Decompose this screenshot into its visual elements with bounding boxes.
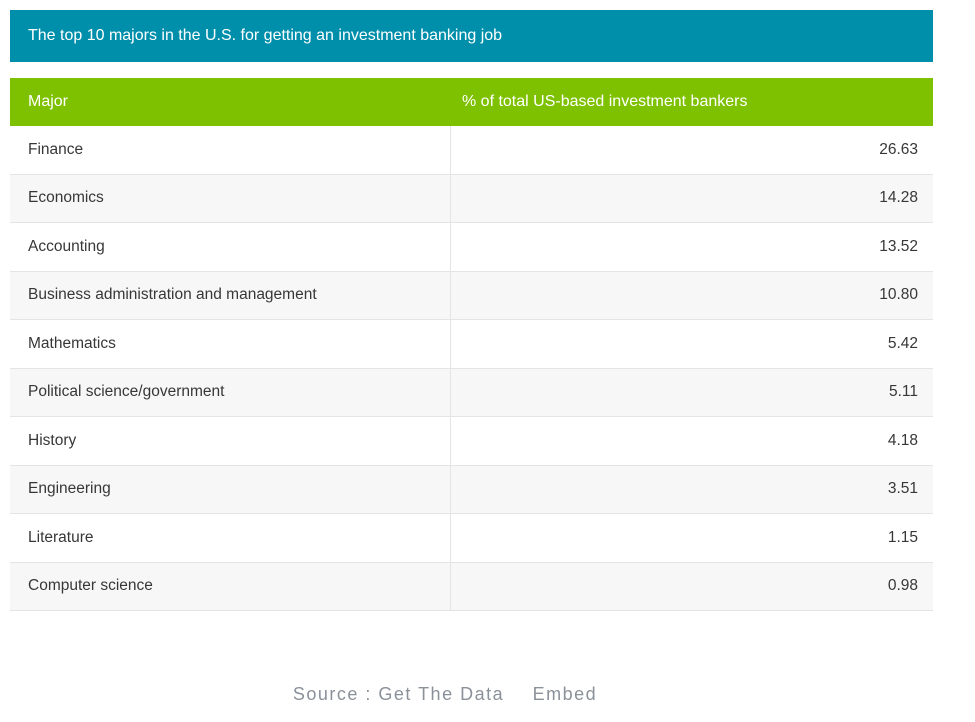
column-header-major: Major	[10, 78, 450, 126]
major-cell: Political science/government	[28, 383, 225, 401]
table-row: Engineering 3.51	[10, 465, 933, 514]
major-cell: Business administration and management	[28, 286, 317, 304]
value-cell: 14.28	[450, 174, 933, 222]
major-cell: Economics	[28, 189, 104, 207]
value-cell: 0.98	[450, 562, 933, 610]
major-cell: Mathematics	[28, 334, 116, 352]
footer: Source : Get The Data Embed	[10, 684, 880, 705]
source-label: Source :	[292, 684, 372, 704]
column-header-major-label: Major	[28, 93, 69, 110]
major-cell: Literature	[28, 528, 94, 546]
major-cell: Engineering	[28, 480, 111, 498]
major-cell: History	[28, 431, 77, 449]
column-header-percent-label: % of total US-based investment bankers	[462, 93, 748, 110]
value-cell: 4.18	[450, 417, 933, 465]
column-header-percent: % of total US-based investment bankers	[450, 78, 933, 126]
value-cell: 1.15	[450, 514, 933, 562]
major-cell: Computer science	[28, 577, 153, 595]
value-cell: 10.80	[450, 271, 933, 319]
table-row: History 4.18	[10, 417, 933, 466]
table-row: Finance 26.63	[10, 126, 933, 175]
get-the-data-link[interactable]: Get The Data	[378, 684, 505, 704]
table-row: Economics 14.28	[10, 174, 933, 223]
value-cell: 5.11	[450, 368, 933, 416]
table-row: Mathematics 5.42	[10, 320, 933, 369]
value-cell: 13.52	[450, 223, 933, 271]
value-cell: 3.51	[450, 465, 933, 513]
chart-embed: The top 10 majors in the U.S. for gettin…	[10, 10, 933, 611]
major-cell: Accounting	[28, 237, 105, 255]
value-cell: 5.42	[450, 320, 933, 368]
table-body: Finance 26.63 Economics 14.28 Accounting…	[10, 126, 933, 611]
value-cell: 26.63	[450, 126, 933, 174]
title-banner: The top 10 majors in the U.S. for gettin…	[10, 10, 933, 62]
table-row: Computer science 0.98	[10, 562, 933, 611]
embed-link[interactable]: Embed	[532, 684, 598, 704]
chart-title: The top 10 majors in the U.S. for gettin…	[28, 27, 503, 44]
table-header-row: Major % of total US-based investment ban…	[10, 78, 933, 126]
major-cell: Finance	[28, 140, 84, 158]
table-row: Accounting 13.52	[10, 223, 933, 272]
table-row: Business administration and management 1…	[10, 271, 933, 320]
table-row: Political science/government 5.11	[10, 368, 933, 417]
table-row: Literature 1.15	[10, 514, 933, 563]
